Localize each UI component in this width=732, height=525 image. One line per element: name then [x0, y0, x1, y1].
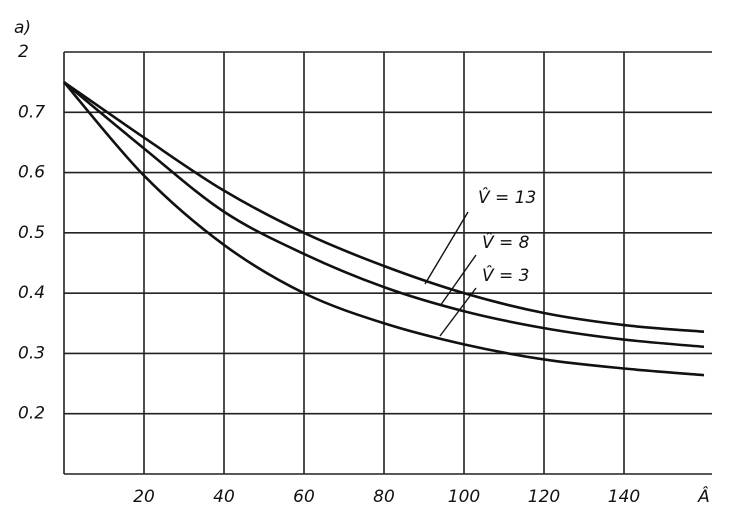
- series-line: [63, 81, 705, 349]
- x-tick-label: 80: [373, 487, 395, 507]
- series-label: V̂ = 13: [478, 187, 536, 208]
- y-tick-label: 0.5: [18, 223, 45, 243]
- y-tick-label: 0.4: [18, 283, 45, 303]
- x-tick-label: 120: [528, 487, 560, 507]
- leader-line: [439, 287, 477, 337]
- leader-line: [439, 254, 477, 307]
- y-tick-label: 0.7: [18, 102, 45, 122]
- x-tick-label: 100: [448, 487, 480, 507]
- x-tick-label: 20: [133, 487, 155, 507]
- x-tick-label: 140: [608, 487, 640, 507]
- series-line: [63, 81, 705, 377]
- y-tick-label: 0.3: [18, 343, 45, 363]
- series-line: [63, 81, 705, 334]
- x-tick-label: 60: [293, 487, 315, 507]
- series-label: V̂ = 8: [482, 232, 530, 253]
- x-axis-label: Â: [697, 485, 710, 507]
- series-label: V̂ = 3: [482, 265, 530, 286]
- y-tick-label: 2: [18, 42, 29, 62]
- chart-title: a): [14, 18, 31, 38]
- x-tick-label: 40: [213, 487, 235, 507]
- y-tick-label: 0.2: [18, 404, 45, 424]
- y-tick-label: 0.6: [18, 163, 45, 183]
- leader-line: [424, 211, 469, 285]
